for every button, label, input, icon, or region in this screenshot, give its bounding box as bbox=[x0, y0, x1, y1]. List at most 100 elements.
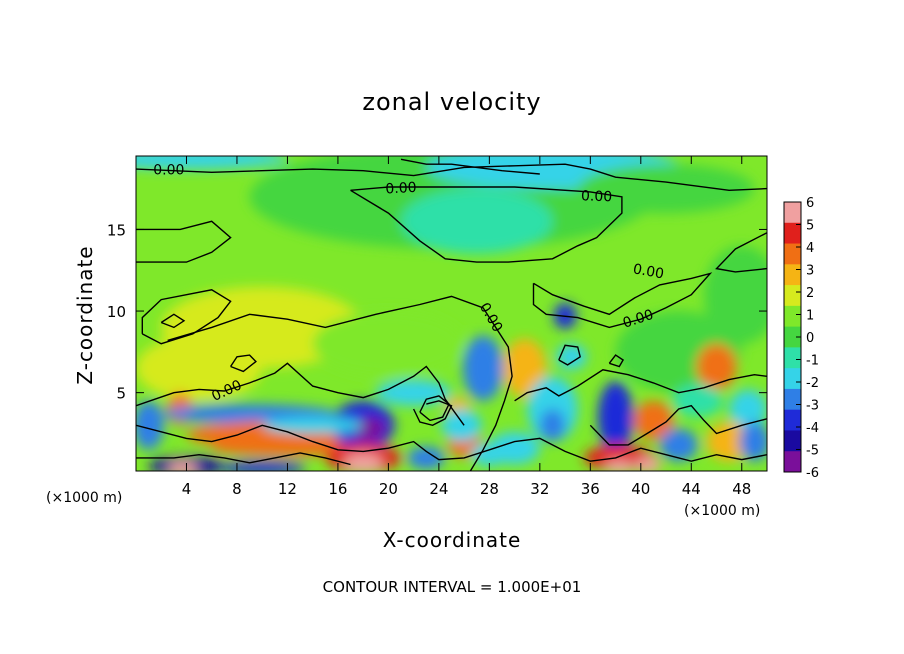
y-axis: 5 10 15 bbox=[107, 221, 767, 403]
colorbar-tick-label: 0 bbox=[806, 331, 814, 346]
field-blob-1 bbox=[401, 188, 553, 254]
contour-label: 0.00 bbox=[153, 163, 184, 179]
colorbar-segment bbox=[784, 243, 801, 265]
contour-line-16 bbox=[160, 313, 186, 329]
plot-area bbox=[136, 156, 767, 471]
x-tick-label: 16 bbox=[328, 480, 347, 498]
contour-line-12 bbox=[589, 404, 767, 446]
field-blob-6 bbox=[136, 335, 263, 401]
contour-line-18 bbox=[412, 400, 453, 427]
contour-line-7 bbox=[167, 295, 513, 471]
y-tick-label: 5 bbox=[116, 385, 126, 403]
field-blob-36 bbox=[633, 400, 674, 440]
contour-line-17 bbox=[608, 354, 625, 368]
x-tick-label: 12 bbox=[278, 480, 297, 498]
field-blob-46 bbox=[470, 443, 509, 467]
contour-line-10 bbox=[136, 452, 351, 466]
contour-line-11 bbox=[514, 369, 767, 402]
contour-line-2 bbox=[136, 220, 232, 263]
field-blob-45 bbox=[407, 446, 446, 470]
colorbar-tick-label: -4 bbox=[806, 421, 819, 436]
field-blob-35 bbox=[604, 459, 635, 471]
contour-line-15 bbox=[230, 354, 257, 373]
contour-line-14 bbox=[558, 344, 582, 366]
field-blob-31 bbox=[539, 408, 566, 442]
y-tick-label: 15 bbox=[107, 221, 126, 239]
field-blob-19 bbox=[353, 417, 386, 440]
field-blob-33 bbox=[597, 381, 634, 454]
colorbar-segment bbox=[784, 202, 801, 224]
contour-line-4 bbox=[400, 158, 540, 175]
colorbar-segment bbox=[784, 388, 801, 411]
x-tick-label: 20 bbox=[379, 480, 398, 498]
y-tick-label: 10 bbox=[107, 303, 126, 321]
x-tick-label: 4 bbox=[182, 480, 192, 498]
field-blob-29 bbox=[503, 338, 547, 398]
field-blob-39 bbox=[706, 422, 752, 462]
colorbar-segment bbox=[784, 368, 801, 390]
x-tick-label: 8 bbox=[232, 480, 242, 498]
colorbar-tick-label: -3 bbox=[806, 399, 819, 414]
colorbar-segment bbox=[784, 430, 801, 452]
colorbar-segment bbox=[784, 305, 801, 328]
colorbar-tick-label: 2 bbox=[806, 286, 814, 301]
x-unit-label-left: (×1000 m) bbox=[46, 490, 123, 506]
colorbar-tick-label: -1 bbox=[806, 354, 819, 369]
x-unit-label-right: (×1000 m) bbox=[684, 503, 761, 519]
contour-interval-note: CONTOUR INTERVAL = 1.000E+01 bbox=[322, 578, 582, 596]
field-blob-23 bbox=[167, 461, 198, 471]
field-blob-41 bbox=[672, 384, 723, 418]
colorbar: 6 5 4 3 2 1 0 -1 -2 -3 -4 -5 -6 bbox=[783, 196, 819, 481]
colorbar-segment bbox=[784, 451, 801, 473]
field-blob-21 bbox=[342, 453, 384, 471]
colorbar-tick-label: 3 bbox=[806, 264, 814, 279]
field-blob-10 bbox=[703, 245, 767, 344]
colorbar-tick-label: 4 bbox=[806, 241, 814, 256]
colorbar-segment bbox=[784, 285, 801, 307]
contour-line-3 bbox=[715, 232, 767, 273]
zero-contours bbox=[136, 158, 767, 471]
field-blob-17 bbox=[211, 439, 364, 457]
field-blob-38 bbox=[659, 428, 698, 462]
plot-frame bbox=[135, 155, 768, 472]
x-axis-label: X-coordinate bbox=[382, 528, 522, 552]
x-tick-label: 48 bbox=[732, 480, 751, 498]
colorbar-tick-label: -6 bbox=[806, 466, 819, 481]
colorbar-segment bbox=[784, 264, 801, 286]
field-blob-24 bbox=[218, 461, 307, 471]
x-tick-label: 40 bbox=[631, 480, 650, 498]
field-blob-27 bbox=[441, 408, 482, 442]
field-blob-3 bbox=[136, 156, 288, 170]
field-blob-37 bbox=[635, 456, 661, 471]
colorbar-segment bbox=[784, 222, 801, 245]
colorbar-tick-label: -2 bbox=[806, 376, 819, 391]
field-blob-11 bbox=[696, 343, 737, 390]
contour-line-8 bbox=[136, 362, 465, 426]
contour-line-1 bbox=[350, 186, 623, 263]
field-blob-44 bbox=[262, 417, 364, 434]
contour-line-6 bbox=[141, 289, 232, 345]
x-tick-label: 32 bbox=[530, 480, 549, 498]
x-tick-label: 28 bbox=[480, 480, 499, 498]
x-tick-label: 24 bbox=[429, 480, 448, 498]
colorbar-tick-label: 5 bbox=[806, 219, 814, 234]
contour-line-0 bbox=[136, 163, 767, 192]
field-blob-12 bbox=[729, 389, 767, 429]
x-axis: 4 8 12 16 20 24 28 32 36 40 44 48 bbox=[182, 156, 751, 498]
field-blob-14 bbox=[136, 400, 164, 450]
field-blob-28 bbox=[462, 335, 504, 401]
colorbar-tick-label: 1 bbox=[806, 309, 814, 324]
colorbar-tick-label: 6 bbox=[806, 196, 814, 211]
contour-line-9 bbox=[136, 424, 767, 462]
contour-label: 0.00 bbox=[385, 180, 417, 198]
contour-label: 0.00 bbox=[632, 261, 665, 282]
field-blob-7 bbox=[312, 311, 465, 377]
x-tick-label: 36 bbox=[581, 480, 600, 498]
colorbar-tick-label: -5 bbox=[806, 444, 819, 459]
colorbar-segment bbox=[784, 409, 801, 431]
contour-label: 0.00 bbox=[581, 188, 613, 205]
colorbar-segment bbox=[784, 347, 801, 369]
field-blob-40 bbox=[739, 422, 767, 462]
chart-title: zonal velocity bbox=[362, 88, 542, 116]
